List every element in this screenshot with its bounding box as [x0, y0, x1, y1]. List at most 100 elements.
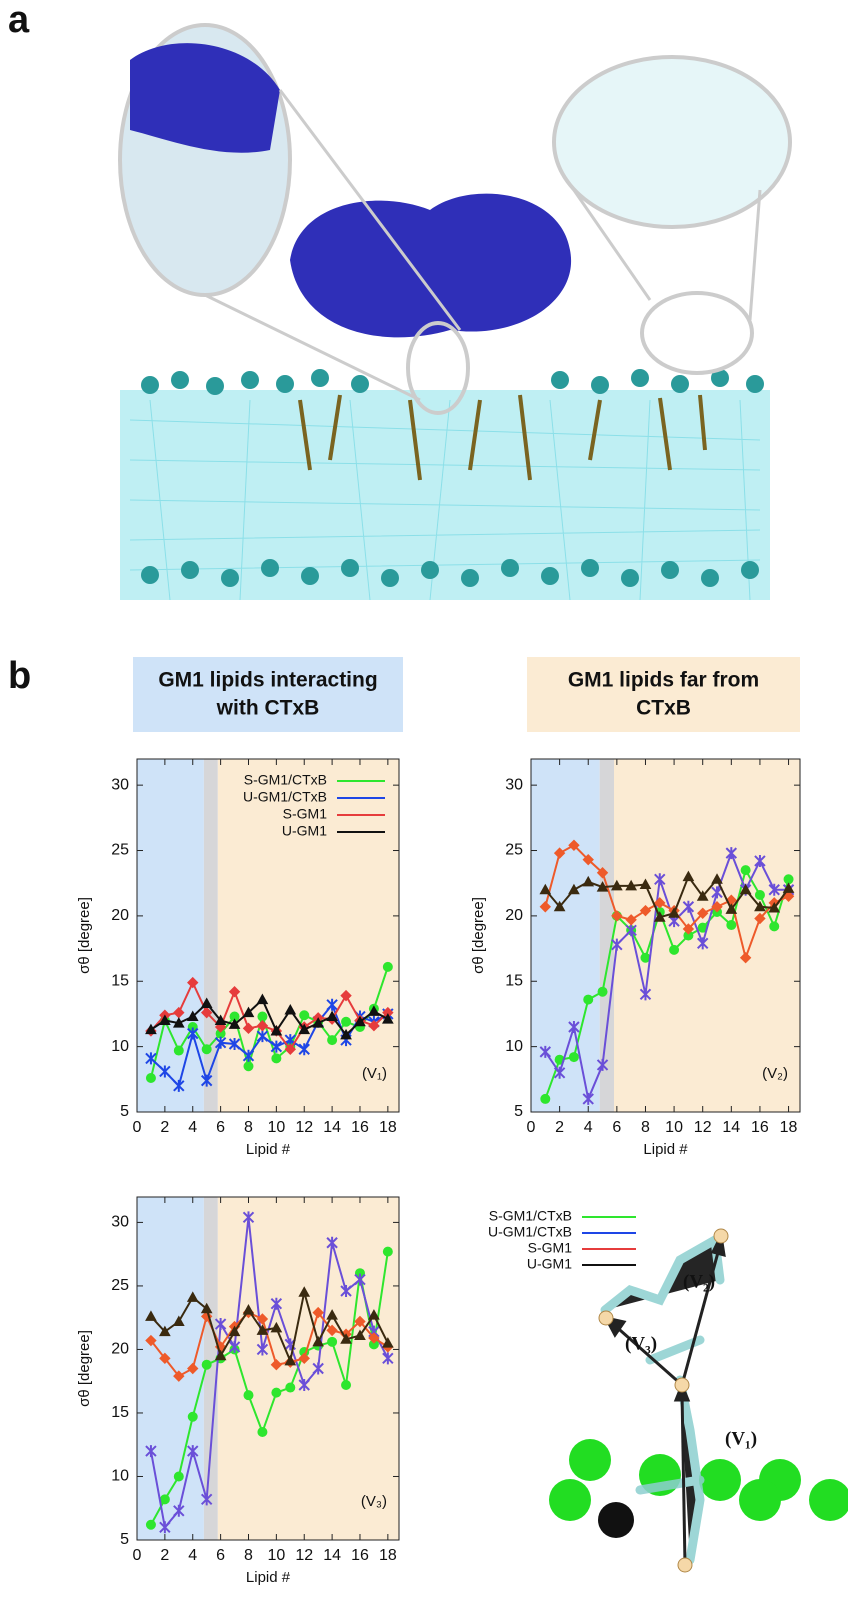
zoom-connectors: [204, 89, 762, 402]
point: [228, 1325, 241, 1337]
point: [285, 1382, 296, 1393]
point: [187, 1445, 199, 1458]
x-tick-label: 16: [351, 1119, 369, 1136]
x-tick-label: 12: [295, 1119, 313, 1136]
header-box: [133, 657, 403, 732]
vector-label: (V₂): [683, 1271, 715, 1292]
point: [298, 1043, 310, 1056]
point: [243, 1061, 254, 1072]
point: [382, 1352, 394, 1365]
point: [568, 883, 580, 895]
zoom-spot-right: [640, 291, 754, 375]
point: [354, 1015, 366, 1027]
point: [298, 1286, 311, 1297]
x-tick-label: 14: [722, 1119, 740, 1136]
point: [242, 1211, 255, 1224]
point: [739, 883, 752, 895]
point: [298, 1379, 310, 1392]
y-tick-label: 20: [505, 907, 523, 924]
point: [200, 1074, 213, 1087]
green-spheres: [549, 1439, 848, 1521]
point: [782, 882, 795, 893]
panel-label: a: [8, 0, 30, 41]
legend-label: S-GM1: [528, 1240, 573, 1256]
point: [611, 938, 623, 951]
point: [214, 1318, 227, 1331]
dark-sphere: [598, 1502, 634, 1538]
y-tick-label: 25: [111, 842, 129, 859]
y-tick-label: 25: [111, 1277, 129, 1294]
point: [726, 920, 737, 931]
point: [201, 1359, 212, 1370]
plot-frame: [530, 758, 801, 1113]
y-tick-label: 20: [111, 1341, 129, 1358]
y-tick-label: 5: [514, 1103, 523, 1120]
point: [284, 1354, 297, 1366]
zoom-right: [552, 55, 792, 229]
point: [201, 1044, 212, 1055]
x-tick-label: 10: [267, 1119, 285, 1136]
gm1-lipids: [298, 394, 707, 481]
point: [696, 890, 709, 901]
point: [553, 900, 566, 912]
point: [553, 847, 566, 859]
point: [326, 1324, 338, 1337]
point: [187, 1362, 199, 1375]
point: [256, 1343, 269, 1356]
point: [568, 1052, 579, 1063]
x-tick-label: 14: [323, 1547, 341, 1564]
point: [654, 897, 666, 909]
point: [654, 873, 666, 886]
x-tick-label: 18: [379, 1119, 397, 1136]
annotation: (V₁): [362, 1065, 387, 1082]
point: [368, 1005, 380, 1016]
x-tick-label: 10: [267, 1547, 285, 1564]
chart: 0 2 4 6 8 10 12 14 16 18 5 10 15 20 25 30 Lipid # σθ [deg…: [76, 1196, 400, 1586]
point: [172, 1315, 185, 1326]
x-axis-label: Lipid #: [246, 1141, 291, 1158]
y-axis-label: σθ [degree]: [76, 897, 93, 974]
point: [256, 1313, 269, 1325]
point: [682, 870, 695, 882]
point: [639, 904, 652, 917]
zoom-spot-left: [406, 321, 470, 415]
point: [682, 900, 695, 913]
x-tick-label: 2: [160, 1119, 169, 1136]
point: [228, 1340, 241, 1353]
point: [596, 881, 609, 892]
y-tick-label: 20: [111, 907, 129, 924]
x-tick-label: 6: [612, 1119, 621, 1136]
point: [312, 1306, 324, 1319]
point: [725, 903, 738, 914]
point: [214, 1036, 227, 1049]
y-tick-label: 25: [505, 842, 523, 859]
point: [725, 847, 738, 860]
point: [284, 1003, 297, 1015]
point: [696, 907, 709, 919]
y-tick-label: 10: [111, 1468, 129, 1485]
point: [145, 1023, 157, 1035]
vector-arrows: [603, 1231, 726, 1566]
point: [341, 1380, 352, 1391]
point: [173, 1079, 185, 1092]
region: [137, 759, 204, 1112]
y-tick-label: 30: [111, 1214, 129, 1231]
point: [242, 1022, 255, 1035]
point: [299, 1010, 310, 1021]
x-tick-label: 16: [351, 1547, 369, 1564]
y-tick-label: 15: [505, 972, 523, 989]
point: [187, 1411, 198, 1422]
point: [597, 986, 608, 997]
point: [187, 1027, 199, 1040]
point: [270, 1321, 283, 1333]
point: [270, 1040, 283, 1053]
plot-frame: [136, 758, 400, 1113]
point: [640, 952, 651, 963]
point: [256, 1324, 269, 1335]
point: [186, 1010, 199, 1022]
x-tick-label: 0: [133, 1547, 142, 1564]
point: [596, 867, 609, 879]
point: [257, 1427, 268, 1438]
